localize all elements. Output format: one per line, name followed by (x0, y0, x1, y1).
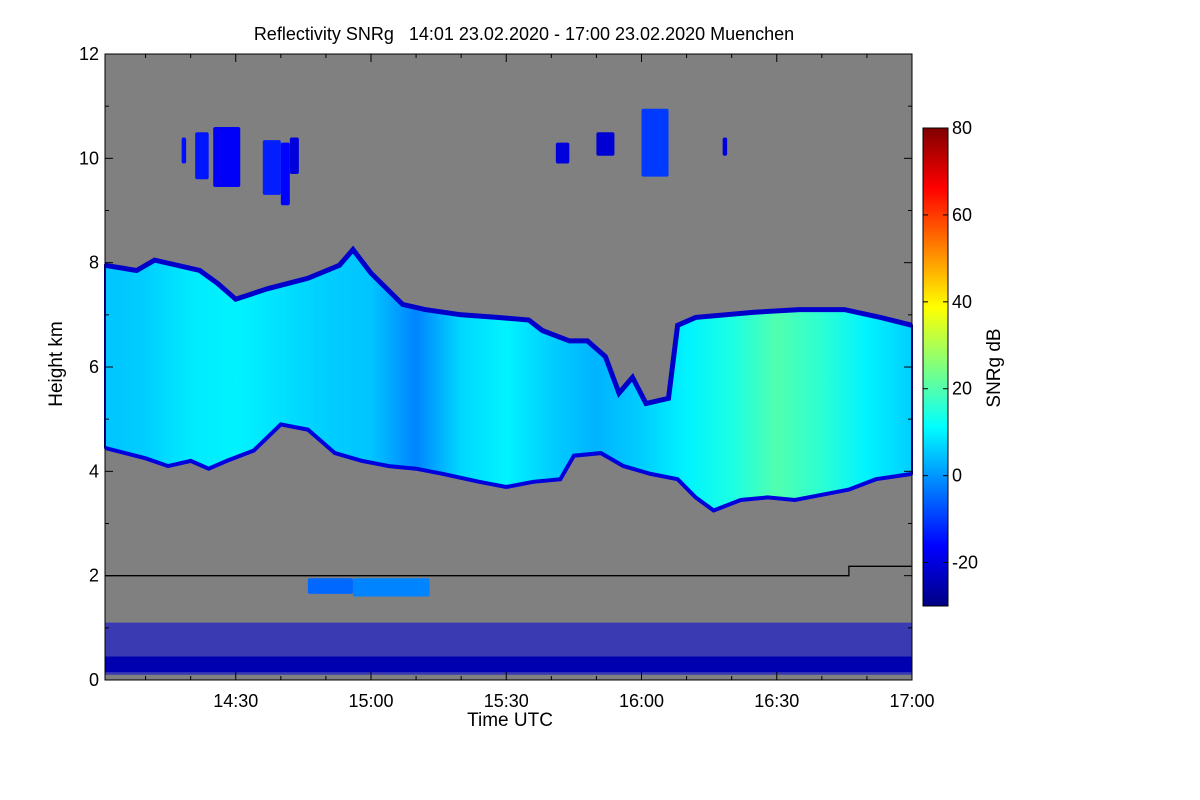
cloud-layer-main-base-edge (104, 422, 913, 513)
y-tick-label: 6 (89, 357, 99, 377)
y-tick-label: 2 (89, 566, 99, 586)
colorbar-tick-label: 20 (952, 379, 972, 399)
x-axis-title: Time UTC (467, 710, 553, 731)
x-tick-label: 17:00 (889, 691, 934, 711)
chart-title: Reflectivity SNRg 14:01 23.02.2020 - 17:… (254, 24, 794, 44)
cloud-layer-cirrus-cell-4 (262, 140, 281, 195)
cloud-layer-surface-clutter-core (105, 656, 912, 673)
cloud-layer-cirrus-cell-6 (289, 137, 299, 174)
x-tick-label: 15:30 (484, 691, 529, 711)
cloud-layer-cirrus-cell-1 (181, 137, 187, 164)
x-tick-label: 16:00 (619, 691, 664, 711)
cloud-layer-cirrus-cell-3 (213, 127, 241, 188)
colorbar-tick-label: 80 (952, 118, 972, 138)
x-tick-label: 14:30 (213, 691, 258, 711)
cloud-layer-low-layer-1 (307, 578, 353, 594)
cloud-layer-cirrus-cell-7 (555, 142, 570, 164)
cloud-layer-cirrus-cell-8 (596, 132, 615, 156)
y-tick-label: 8 (89, 253, 99, 273)
plot-area (104, 54, 913, 680)
colorbar: -20 0 20 40 60 80 (922, 118, 978, 607)
colorbar-gradient-rect (922, 127, 949, 607)
colorbar-tick-label: -20 (952, 553, 978, 573)
cloud-layer-cirrus-cell-2 (195, 132, 209, 180)
y-tick-label: 4 (89, 461, 99, 481)
x-tick-label: 16:30 (754, 691, 799, 711)
colorbar-tick-label: 40 (952, 292, 972, 312)
colorbar-title: SNRg dB (984, 328, 1005, 407)
y-axis-title: Height km (46, 321, 67, 407)
cloud-layer-cirrus-cell-5 (280, 142, 290, 206)
cloud-layer-cirrus-cell-9 (641, 108, 669, 177)
y-tick-label: 10 (79, 148, 99, 168)
colorbar-tick-label: 60 (952, 205, 972, 225)
y-tick-label: 12 (79, 44, 99, 64)
cloud-layer-cirrus-cell-10 (722, 137, 728, 156)
cloud-layer-low-layer-2 (352, 578, 430, 597)
reference-line (105, 565, 912, 577)
x-tick-label: 15:00 (348, 691, 393, 711)
y-tick-label: 0 (89, 670, 99, 690)
cloud-layer-main-top-edge (104, 245, 913, 407)
axes: 0 2 4 6 8 10 12 14:30 15:00 15:30 16:00 16:30 17:00 (79, 44, 935, 711)
colorbar-tick-label: 0 (952, 466, 962, 486)
